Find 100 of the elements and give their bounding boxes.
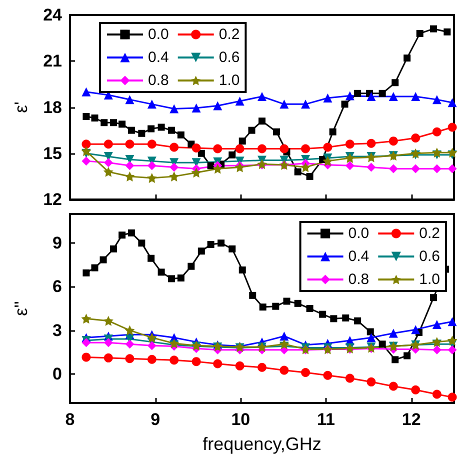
- point: [345, 161, 354, 170]
- point: [329, 128, 336, 136]
- point: [404, 54, 411, 62]
- point: [448, 345, 457, 354]
- point: [323, 94, 332, 103]
- point: [192, 143, 201, 152]
- y-tick-label: 12: [43, 190, 62, 209]
- point: [366, 377, 376, 386]
- point: [110, 245, 118, 252]
- point: [447, 335, 458, 346]
- point: [110, 119, 118, 126]
- point: [148, 254, 155, 262]
- point: [104, 353, 113, 362]
- point: [258, 92, 266, 101]
- point: [430, 25, 438, 32]
- y-tick-label: 15: [43, 144, 62, 163]
- point: [366, 92, 376, 101]
- point: [91, 114, 98, 122]
- point: [342, 314, 350, 322]
- point: [258, 118, 266, 125]
- y-tick-label: 18: [43, 98, 62, 117]
- point: [170, 104, 179, 114]
- point: [177, 131, 184, 138]
- point: [388, 328, 398, 338]
- point: [235, 96, 244, 106]
- point: [192, 104, 201, 113]
- point: [192, 357, 201, 366]
- point: [235, 361, 244, 370]
- point: [432, 320, 442, 329]
- point: [128, 229, 135, 236]
- point: [411, 385, 420, 394]
- point: [169, 171, 180, 182]
- point: [392, 79, 399, 86]
- point: [170, 142, 179, 152]
- point: [319, 310, 326, 318]
- point: [448, 122, 457, 132]
- point: [128, 126, 135, 134]
- point: [125, 354, 134, 364]
- point: [147, 140, 156, 149]
- legend-label: 1.0: [218, 72, 240, 89]
- point: [323, 370, 332, 380]
- legend-label: 0.0: [148, 26, 169, 43]
- point: [280, 100, 289, 109]
- point: [125, 140, 134, 149]
- point: [198, 150, 205, 157]
- point: [170, 162, 179, 172]
- point: [388, 164, 398, 174]
- point: [378, 90, 386, 97]
- point: [366, 138, 376, 148]
- point: [100, 256, 107, 264]
- point: [432, 95, 442, 104]
- point: [258, 362, 266, 372]
- point: [100, 119, 108, 126]
- point: [341, 100, 348, 108]
- point: [212, 164, 223, 174]
- point: [146, 332, 157, 343]
- point: [248, 126, 256, 134]
- point: [218, 240, 225, 247]
- point: [207, 162, 214, 170]
- point: [207, 241, 214, 248]
- point: [283, 298, 290, 305]
- point: [147, 161, 156, 170]
- point: [404, 352, 411, 360]
- point: [354, 90, 362, 97]
- y-tick-label: 9: [52, 234, 62, 253]
- point: [430, 294, 438, 302]
- point: [448, 164, 457, 174]
- point: [82, 352, 91, 362]
- point: [82, 338, 91, 348]
- point: [323, 142, 332, 152]
- point: [235, 144, 244, 154]
- x-tick-label: 10: [231, 410, 250, 429]
- point: [147, 341, 156, 350]
- point: [82, 87, 91, 96]
- point: [259, 304, 266, 311]
- point: [104, 140, 113, 149]
- point: [158, 268, 165, 276]
- point: [301, 100, 310, 109]
- legend-label: 0.2: [419, 225, 440, 242]
- point: [447, 148, 458, 158]
- point: [125, 340, 134, 349]
- point: [147, 100, 156, 109]
- point: [432, 336, 442, 347]
- point: [411, 134, 420, 142]
- x-tick-label: 8: [65, 410, 75, 429]
- point: [138, 130, 146, 137]
- point: [82, 112, 90, 120]
- point: [301, 144, 310, 154]
- point: [104, 338, 113, 348]
- y-tick-label: 6: [52, 277, 62, 296]
- point: [411, 325, 420, 334]
- legend-label: 0.6: [419, 248, 440, 265]
- point: [238, 266, 246, 274]
- point: [345, 374, 354, 383]
- point: [198, 248, 205, 255]
- point: [147, 354, 156, 364]
- point: [188, 262, 195, 270]
- point: [354, 317, 362, 324]
- point: [82, 156, 91, 166]
- point: [273, 128, 280, 136]
